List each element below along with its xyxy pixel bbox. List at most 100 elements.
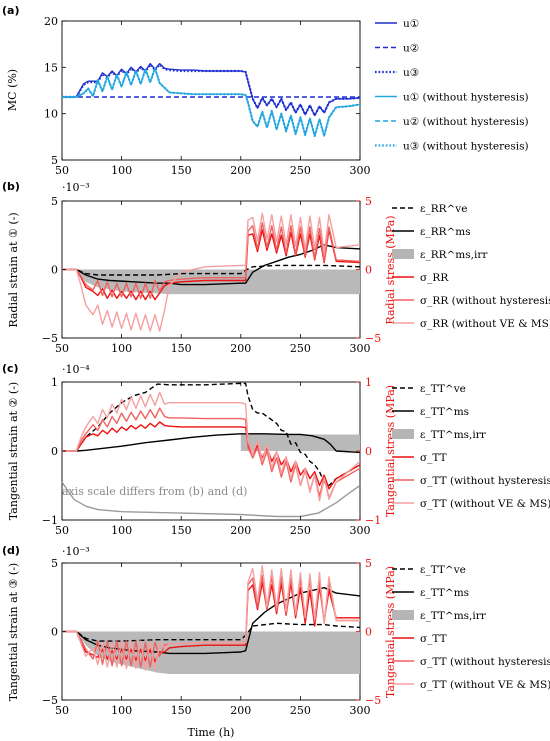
legend-label-tt-ve: ε_TT^ve bbox=[420, 383, 466, 395]
panel-c-ylabel: Tangential strain at ② (-) bbox=[7, 382, 20, 520]
y-tick-label: 0 bbox=[51, 445, 58, 458]
legend-label-rr-ms: ε_RR^ms bbox=[420, 226, 471, 238]
legend-label-u: u① bbox=[403, 18, 420, 30]
panel-b-legend: ε_RR^ve ε_RR^ms ε_RR^ms,irr σ_RR σ_RR (witho… bbox=[392, 203, 550, 330]
panel-a: (a) 50 100 150 200 250 300 5 10 15 20 MC (%) u① u②… bbox=[2, 4, 529, 177]
legend-label-tt: σ_TT bbox=[420, 633, 447, 645]
x-tick-label: 100 bbox=[111, 342, 132, 355]
panel-c: (c) ·10⁻⁴ 50 100 150 200 250 300−101−101 axis… bbox=[2, 362, 550, 537]
panel-c-annotation: axis scale differs from (b) and (d) bbox=[62, 485, 247, 498]
panel-a-ticks: 50 100 150 200 250 300 5 10 15 20 bbox=[44, 15, 371, 177]
series-tt-ve-c bbox=[62, 382, 361, 487]
series-u-without-hysteresis-a bbox=[62, 67, 361, 137]
legend-label-u-without-hysteresis: u② (without hysteresis) bbox=[403, 116, 529, 128]
panel-b-y2label: Radial stress (MPa) bbox=[384, 215, 397, 324]
panel-a-series bbox=[62, 62, 361, 137]
series-rr-without-ve-ms-b bbox=[62, 212, 361, 332]
panel-d-legend: ε_TT^ve ε_TT^ms ε_TT^ms,irr σ_TT σ_TT (witho… bbox=[392, 564, 550, 691]
panel-a-frame bbox=[61, 20, 361, 161]
x-tick-label: 300 bbox=[350, 524, 371, 537]
panel-b-label: (b) bbox=[2, 180, 20, 193]
y-tick-label: 5 bbox=[51, 195, 58, 208]
y-tick-label: 5 bbox=[51, 154, 58, 167]
panel-c-label: (c) bbox=[2, 362, 19, 375]
y-tick-label: 20 bbox=[44, 15, 58, 28]
x-tick-label: 150 bbox=[171, 704, 192, 717]
series-gray-reference-c bbox=[61, 481, 361, 518]
y2-tick-label: 0 bbox=[365, 626, 372, 639]
x-tick-label: 150 bbox=[171, 164, 192, 177]
y-tick-label: 15 bbox=[44, 61, 58, 74]
x-tick-label: 50 bbox=[55, 342, 69, 355]
legend-label-rr: σ_RR bbox=[420, 272, 449, 284]
series-rr-ms-b bbox=[62, 244, 361, 286]
legend-label-u: u③ bbox=[403, 67, 420, 79]
legend-swatch-rr-ms-irr bbox=[392, 249, 414, 259]
panel-d-label: (d) bbox=[2, 544, 20, 557]
panel-a-ylabel: MC (%) bbox=[6, 69, 19, 111]
y-tick-label: −5 bbox=[42, 332, 58, 345]
legend-label-tt-ms: ε_TT^ms bbox=[420, 587, 469, 599]
legend-label-tt-without-hysteresis: σ_TT (without hysteresis) bbox=[420, 656, 550, 668]
x-tick-label: 300 bbox=[350, 342, 371, 355]
legend-label-rr-without-hysteresis: σ_RR (without hysteresis) bbox=[420, 295, 550, 307]
legend-label-u: u② bbox=[403, 43, 420, 55]
legend-label-tt-ms: ε_TT^ms bbox=[420, 406, 469, 418]
panel-b: (b) ·10⁻³ 50 100 150 200 250 300−505−505 Radi… bbox=[2, 180, 550, 355]
x-axis-label: Time (h) bbox=[188, 726, 235, 739]
x-tick-label: 300 bbox=[350, 164, 371, 177]
legend-label-rr-ve: ε_RR^ve bbox=[420, 203, 467, 215]
panel-d-ticks: 50 100 150 200 250 300−505−505 bbox=[42, 557, 381, 717]
x-tick-label: 300 bbox=[350, 704, 371, 717]
y2-tick-label: −1 bbox=[365, 514, 381, 527]
x-tick-label: 200 bbox=[230, 164, 251, 177]
series-tt-without-ve-ms-c bbox=[62, 391, 361, 502]
legend-label-tt: σ_TT bbox=[420, 452, 447, 464]
legend-label-tt-ms-irr: ε_TT^ms,irr bbox=[420, 610, 487, 622]
legend-label-tt-without-ve-ms: σ_TT (without VE & MS) bbox=[420, 679, 550, 691]
y-tick-label: 1 bbox=[51, 376, 58, 389]
y-tick-label: 0 bbox=[51, 626, 58, 639]
legend-swatch-tt-ms-irr bbox=[392, 429, 414, 439]
y2-tick-label: 5 bbox=[365, 195, 372, 208]
legend-label-rr-without-ve-ms: σ_RR (without VE & MS) bbox=[420, 318, 550, 330]
y2-tick-label: −5 bbox=[365, 694, 381, 707]
legend-label-tt-ve: ε_TT^ve bbox=[420, 564, 466, 576]
panel-d: (d) ·10⁻³ 50 100 150 200 250 300−505−505 Tang… bbox=[2, 544, 550, 739]
x-tick-label: 200 bbox=[230, 524, 251, 537]
series-tt-without-ve-ms-d bbox=[62, 565, 360, 671]
panel-d-multiplier: ·10⁻³ bbox=[62, 545, 90, 558]
panel-b-ticks: 50 100 150 200 250 300−505−505 bbox=[42, 195, 381, 355]
series-rr-ve-b bbox=[62, 264, 361, 276]
y-tick-label: 0 bbox=[51, 264, 58, 277]
panel-b-multiplier: ·10⁻³ bbox=[62, 181, 90, 194]
y-tick-label: 10 bbox=[44, 108, 58, 121]
x-tick-label: 50 bbox=[55, 704, 69, 717]
legend-swatch-tt-ms-irr bbox=[392, 610, 414, 620]
x-tick-label: 250 bbox=[290, 524, 311, 537]
x-tick-label: 200 bbox=[230, 704, 251, 717]
series-tt-c bbox=[62, 421, 361, 490]
x-tick-label: 250 bbox=[290, 704, 311, 717]
series-tt-ms-c bbox=[62, 433, 361, 454]
panel-c-ticks: 50 100 150 200 250 300−101−101 bbox=[42, 376, 381, 537]
y2-tick-label: 5 bbox=[365, 557, 372, 570]
panel-d-ylabel: Tangential strain at ③ (-) bbox=[7, 563, 20, 701]
series-rr-without-hysteresis-b bbox=[62, 222, 361, 299]
legend-label-tt-ms-irr: ε_TT^ms,irr bbox=[420, 429, 487, 441]
panel-d-y2label: Tangential stress (MPa) bbox=[384, 566, 397, 698]
series-u-a bbox=[62, 63, 361, 117]
x-tick-label: 250 bbox=[290, 342, 311, 355]
x-tick-label: 150 bbox=[171, 342, 192, 355]
panel-a-legend: u① u② u③ u① (without hysteresis) u② (without… bbox=[375, 18, 529, 153]
y-tick-label: −1 bbox=[42, 514, 58, 527]
y2-tick-label: 0 bbox=[365, 264, 372, 277]
panel-c-y2label: Tangential stress (MPa) bbox=[384, 385, 397, 517]
legend-label-tt-without-hysteresis: σ_TT (without hysteresis) bbox=[420, 475, 550, 487]
panel-d-series bbox=[62, 565, 361, 674]
panel-a-label: (a) bbox=[2, 4, 19, 17]
panel-c-multiplier: ·10⁻⁴ bbox=[62, 363, 90, 376]
panel-c-legend: ε_TT^ve ε_TT^ms ε_TT^ms,irr σ_TT σ_TT (witho… bbox=[392, 383, 550, 510]
x-tick-label: 50 bbox=[55, 524, 69, 537]
